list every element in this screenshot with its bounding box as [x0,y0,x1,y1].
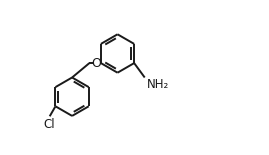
Text: O: O [92,57,102,70]
Text: NH₂: NH₂ [147,78,169,91]
Text: Cl: Cl [43,118,55,131]
